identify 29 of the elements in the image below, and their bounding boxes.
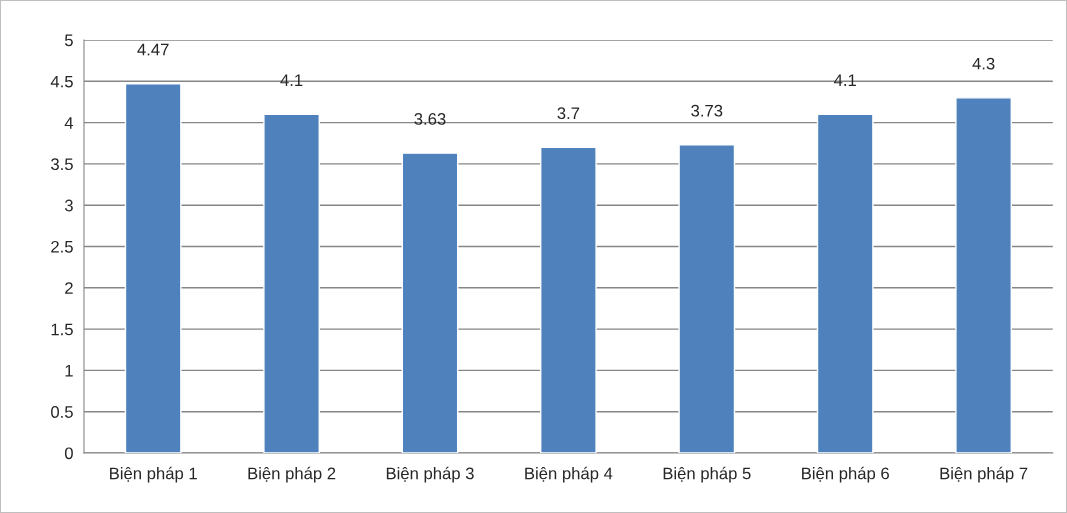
bar: [401, 152, 459, 453]
x-tick-label: Biện pháp 7: [940, 466, 1028, 483]
bar: [955, 97, 1012, 453]
x-tick-label: Biện pháp 2: [248, 466, 336, 483]
x-tick-label: Biện pháp 6: [802, 466, 889, 483]
data-label: 4.47: [137, 43, 169, 56]
y-tick-label: 4: [64, 117, 74, 129]
bar: [124, 83, 182, 453]
y-tick-label: 2.5: [51, 240, 73, 253]
y-tick-label: 1.5: [51, 323, 73, 336]
y-tick-label: 0: [64, 447, 73, 460]
bar: [263, 113, 320, 453]
y-tick-label: 5: [64, 34, 73, 47]
y-tick-label: 3: [64, 199, 73, 212]
x-tick-label: Biện pháp 5: [663, 466, 751, 483]
x-tick-label: Biện pháp 1: [110, 466, 197, 483]
y-tick-label: 0.5: [51, 406, 73, 418]
data-label: 3.7: [557, 107, 580, 120]
y-tick-label: 2: [65, 282, 73, 294]
y-tick-label: 1: [65, 364, 73, 377]
bar: [540, 146, 597, 453]
data-label: 4.3: [972, 57, 995, 70]
bar: [678, 144, 736, 453]
y-tick-label: 3.5: [51, 158, 73, 171]
x-tick-label: Biện pháp 3: [386, 466, 474, 483]
bar: [816, 113, 874, 453]
x-tick-label: Biện pháp 4: [525, 466, 613, 483]
y-tick-label: 4.5: [50, 75, 73, 88]
data-label: 3.73: [691, 104, 723, 117]
